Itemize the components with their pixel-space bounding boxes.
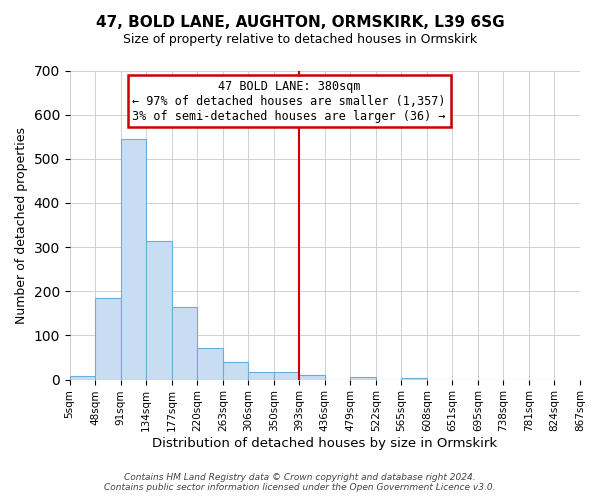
Bar bbox=[172, 306, 197, 380]
Bar bbox=[70, 376, 95, 380]
Bar bbox=[248, 372, 274, 380]
Bar bbox=[274, 372, 299, 380]
Text: Size of property relative to detached houses in Ormskirk: Size of property relative to detached ho… bbox=[123, 32, 477, 46]
X-axis label: Distribution of detached houses by size in Ormskirk: Distribution of detached houses by size … bbox=[152, 437, 497, 450]
Bar bbox=[146, 240, 172, 380]
Text: 47, BOLD LANE, AUGHTON, ORMSKIRK, L39 6SG: 47, BOLD LANE, AUGHTON, ORMSKIRK, L39 6S… bbox=[95, 15, 505, 30]
Bar bbox=[197, 348, 223, 380]
Bar bbox=[223, 362, 248, 380]
Bar bbox=[401, 378, 427, 380]
Bar bbox=[350, 378, 376, 380]
Bar bbox=[95, 298, 121, 380]
Y-axis label: Number of detached properties: Number of detached properties bbox=[15, 126, 28, 324]
Text: Contains HM Land Registry data © Crown copyright and database right 2024.
Contai: Contains HM Land Registry data © Crown c… bbox=[104, 473, 496, 492]
Bar bbox=[299, 375, 325, 380]
Bar bbox=[121, 139, 146, 380]
Text: 47 BOLD LANE: 380sqm
← 97% of detached houses are smaller (1,357)
3% of semi-det: 47 BOLD LANE: 380sqm ← 97% of detached h… bbox=[133, 80, 446, 123]
